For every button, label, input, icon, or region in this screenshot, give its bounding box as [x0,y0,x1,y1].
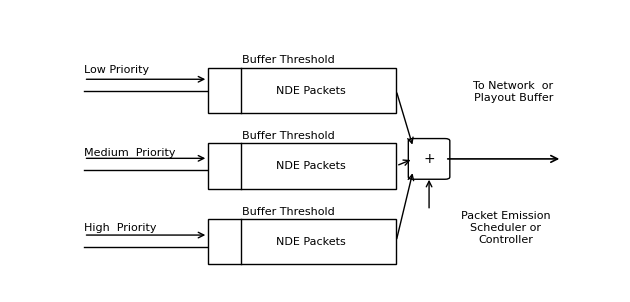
Text: Buffer Threshold: Buffer Threshold [243,55,335,65]
Bar [208,143,396,188]
Text: High  Priority: High Priority [84,223,156,233]
Text: Packet Emission
Scheduler or
Controller: Packet Emission Scheduler or Controller [461,211,551,245]
Text: NDE Packets: NDE Packets [276,162,345,172]
Text: Buffer Threshold: Buffer Threshold [243,131,335,141]
Text: NDE Packets: NDE Packets [276,237,345,247]
Text: +: + [423,152,435,166]
Text: Medium  Priority: Medium Priority [84,147,175,158]
Text: NDE Packets: NDE Packets [276,86,345,96]
Text: To Network  or
Playout Buffer: To Network or Playout Buffer [473,81,553,103]
Text: Buffer Threshold: Buffer Threshold [243,207,335,217]
Bar [208,219,396,264]
Text: Low Priority: Low Priority [84,65,149,75]
Bar [208,68,396,113]
FancyBboxPatch shape [408,139,450,179]
